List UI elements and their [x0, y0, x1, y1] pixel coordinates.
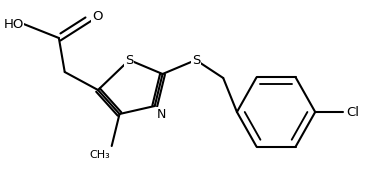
Text: N: N — [157, 108, 166, 121]
Text: Cl: Cl — [347, 105, 360, 118]
Text: O: O — [92, 11, 102, 24]
Text: HO: HO — [3, 17, 24, 30]
Text: S: S — [192, 54, 200, 67]
Text: CH₃: CH₃ — [89, 150, 110, 160]
Text: S: S — [125, 54, 134, 67]
